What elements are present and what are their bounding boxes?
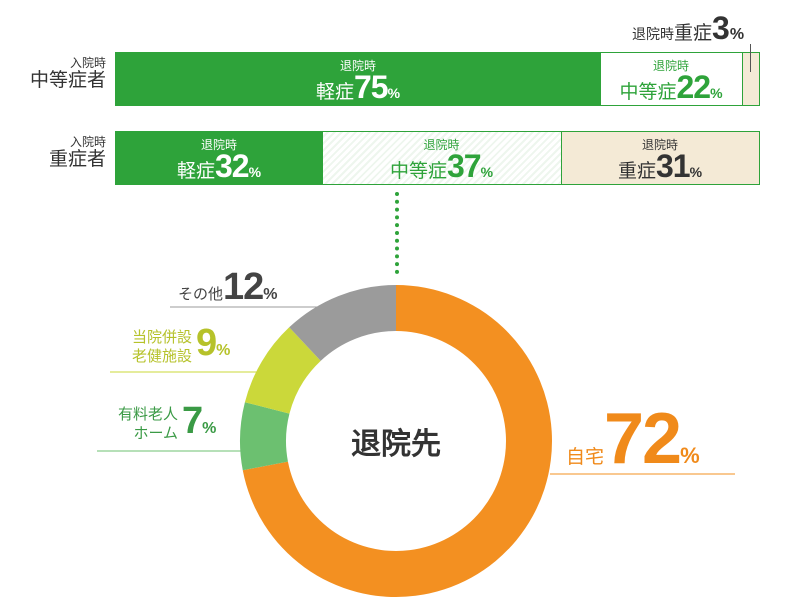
label-home-value: 72 xyxy=(604,399,682,479)
label-yurou-line2: ホーム xyxy=(133,425,178,442)
row1-label-big: 中等症者 xyxy=(29,70,106,91)
label-yurou-value: 7 xyxy=(182,400,203,442)
label-touin-number: 9% xyxy=(196,322,230,365)
row2-mild-small: 退院時 xyxy=(200,138,237,152)
row2-mild-big: 軽症 xyxy=(176,161,215,182)
row2-sev-small: 退院時 xyxy=(641,138,678,152)
row2-mod-pct: % xyxy=(480,164,494,180)
row2-divider-1 xyxy=(322,132,323,184)
row1-sev-pct: % xyxy=(729,26,745,43)
label-other-pct: % xyxy=(263,286,278,303)
row2-mod-value: 37 xyxy=(446,148,482,184)
slice-other xyxy=(289,285,396,361)
row1-bar: 退院時 軽症75% 退院時 中等症22% xyxy=(115,52,760,106)
row1-mild-value: 75 xyxy=(353,69,389,105)
slice-home xyxy=(242,285,552,597)
label-home: 自宅72% xyxy=(566,398,700,480)
row1-mod-pct: % xyxy=(710,85,723,101)
row1-divider-1 xyxy=(600,53,601,105)
slice-touin-facility xyxy=(244,327,321,414)
label-touin-line1: 当院併設 xyxy=(131,329,192,346)
label-touin: 当院併設 老健施設 xyxy=(106,328,192,366)
label-touin-line2: 老健施設 xyxy=(131,348,192,365)
row1-mod-small: 退院時 xyxy=(652,59,689,73)
label-other-value: 12 xyxy=(223,266,264,308)
row2-segment-severe: 退院時 重症31% xyxy=(561,132,759,184)
label-other: その他12% xyxy=(178,266,278,309)
row2-segment-mild: 退院時 軽症32% xyxy=(116,132,322,184)
row1-mild-pct: % xyxy=(387,85,401,101)
label-yurou-number: 7% xyxy=(182,400,216,443)
row2-sev-big: 重症 xyxy=(617,161,656,182)
row2-mod-small: 退院時 xyxy=(423,138,460,152)
label-home-pct: % xyxy=(680,443,700,468)
row2-sev-value: 31 xyxy=(655,148,691,184)
row1-label: 入院時 中等症者 xyxy=(0,56,106,92)
row2-label-small: 入院時 xyxy=(69,135,106,149)
donut-center-label: 退院先 xyxy=(351,427,441,461)
row2-mod-big: 中等症 xyxy=(389,161,447,182)
row2-mild-value: 32 xyxy=(214,148,250,184)
label-yurou-pct: % xyxy=(202,420,217,437)
row1-mild-small: 退院時 xyxy=(339,59,376,73)
row1-segment-moderate: 退院時 中等症22% xyxy=(600,53,742,105)
row1-severe-callout: 退院時重症3% xyxy=(632,10,744,47)
row1-mod-big: 中等症 xyxy=(619,82,677,103)
row1-segment-severe xyxy=(742,53,759,105)
label-other-text: その他 xyxy=(178,286,224,303)
row2-bar: 退院時 軽症32% 退院時 中等症37% 退院時 重症31% xyxy=(115,131,760,185)
row1-mod-value: 22 xyxy=(676,69,711,105)
label-yurou: 有料老人 ホーム xyxy=(88,405,178,443)
row1-sev-big: 重症 xyxy=(674,23,713,44)
row1-sev-small: 退院時 xyxy=(632,26,674,42)
row2-label: 入院時 重症者 xyxy=(0,135,106,171)
label-touin-pct: % xyxy=(216,342,231,359)
row2-sev-pct: % xyxy=(689,164,703,180)
row2-segment-moderate: 退院時 中等症37% xyxy=(322,132,561,184)
row1-sev-value: 3 xyxy=(712,10,730,46)
row2-divider-2 xyxy=(561,132,562,184)
label-touin-value: 9 xyxy=(196,322,217,364)
label-home-text: 自宅 xyxy=(566,447,605,468)
connector-dotted-line xyxy=(395,192,399,274)
slice-yurou-home xyxy=(240,402,290,471)
row2-mild-pct: % xyxy=(248,164,262,180)
row1-severe-leader xyxy=(750,44,751,72)
row1-divider-2 xyxy=(742,53,743,105)
row1-label-small: 入院時 xyxy=(69,56,106,70)
row2-label-big: 重症者 xyxy=(48,149,106,170)
label-yurou-line1: 有料老人 xyxy=(117,406,178,423)
row1-segment-mild: 退院時 軽症75% xyxy=(116,53,600,105)
row1-mild-big: 軽症 xyxy=(315,82,354,103)
